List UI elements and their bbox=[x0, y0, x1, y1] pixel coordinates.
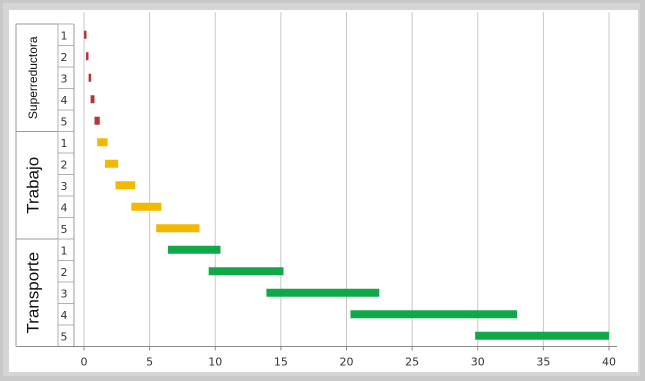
gear-label: 3 bbox=[61, 72, 68, 85]
bar-trabajo-gear-2 bbox=[105, 159, 119, 168]
bar-superreductora-gear-4 bbox=[90, 95, 95, 104]
x-axis: 0 5 10 15 20 25 30 35 40 bbox=[20, 346, 617, 369]
gear-label: 3 bbox=[61, 287, 68, 300]
bar-superreductora-gear-5 bbox=[94, 116, 100, 125]
gear-label: 2 bbox=[61, 51, 68, 64]
chart-background bbox=[9, 10, 638, 372]
group-label-transporte: Transporte bbox=[24, 252, 43, 334]
gear-label: 1 bbox=[61, 137, 68, 150]
chart-frame bbox=[3, 3, 640, 376]
gear-label: 4 bbox=[61, 201, 68, 214]
x-tick-label-10: 10 bbox=[208, 356, 222, 369]
gear-label: 3 bbox=[61, 180, 68, 193]
gear-label: 2 bbox=[61, 158, 68, 171]
bar-transporte-gear-2 bbox=[208, 267, 284, 276]
gear-label: 5 bbox=[61, 115, 68, 128]
x-tick-label-0: 0 bbox=[81, 356, 88, 369]
x-tick-label-25: 25 bbox=[405, 356, 419, 369]
x-tick-label-20: 20 bbox=[340, 356, 354, 369]
bar-transporte-gear-1 bbox=[168, 245, 221, 254]
x-tick-label-40: 40 bbox=[602, 356, 616, 369]
bar-trabajo-gear-3 bbox=[115, 181, 136, 190]
gear-label: 5 bbox=[61, 223, 68, 236]
gear-label: 1 bbox=[61, 244, 68, 257]
bar-superreductora-gear-2 bbox=[85, 52, 89, 61]
bar-superreductora-gear-3 bbox=[88, 73, 92, 82]
group-label-trabajo: Trabajo bbox=[24, 157, 43, 214]
bar-transporte-gear-4 bbox=[350, 310, 518, 319]
bar-superreductora-gear-1 bbox=[84, 30, 87, 39]
gear-label: 4 bbox=[61, 309, 68, 322]
gear-label: 4 bbox=[61, 94, 68, 107]
bar-layer bbox=[84, 30, 609, 340]
bar-transporte-gear-3 bbox=[266, 288, 380, 297]
gear-label: 5 bbox=[61, 330, 68, 343]
x-tick-label-5: 5 bbox=[146, 356, 153, 369]
row-label-table: Superreductora 1 2 3 4 5 Trabajo 1 2 3 4 5 Transport… bbox=[15, 23, 75, 347]
x-tick-label-30: 30 bbox=[471, 356, 485, 369]
bar-transporte-gear-5 bbox=[475, 331, 609, 340]
x-tick-label-35: 35 bbox=[536, 356, 550, 369]
bar-trabajo-gear-4 bbox=[131, 202, 162, 211]
group-label-superreductora: Superreductora bbox=[26, 36, 40, 119]
gear-label: 1 bbox=[61, 29, 68, 42]
x-tick-label-15: 15 bbox=[274, 356, 288, 369]
bar-trabajo-gear-1 bbox=[97, 138, 108, 147]
bar-trabajo-gear-5 bbox=[156, 224, 200, 233]
gear-label: 2 bbox=[61, 266, 68, 279]
